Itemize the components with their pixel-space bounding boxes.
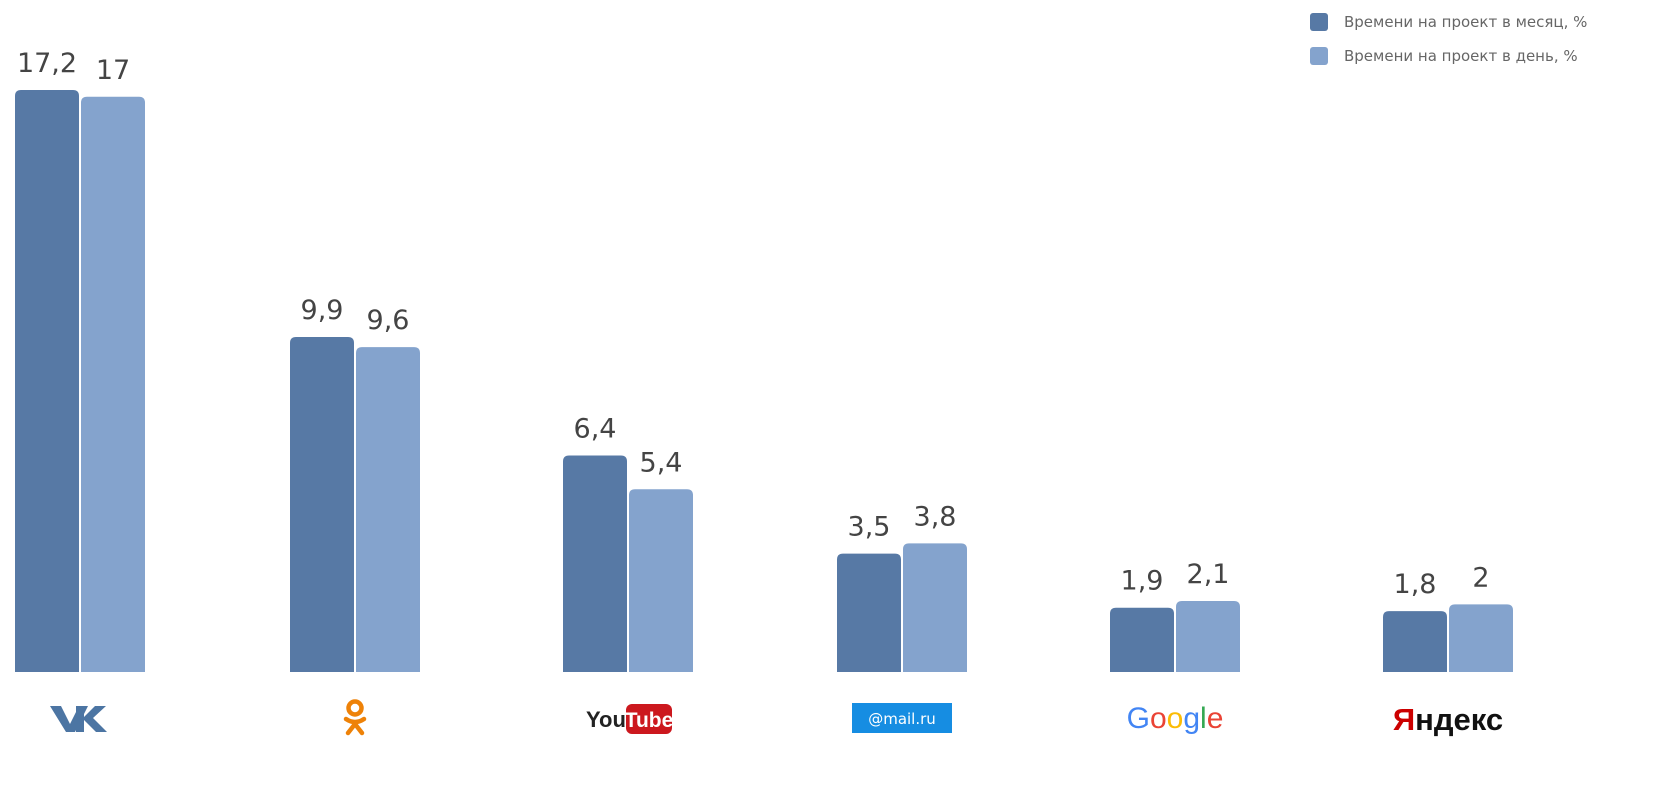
google-letter: l xyxy=(1200,702,1207,735)
legend-label-month: Времени на проект в месяц, % xyxy=(1344,13,1588,31)
ok-legs xyxy=(345,720,365,736)
yandex-logo-icon: Яндекс xyxy=(1393,702,1503,737)
value-label-day-1: 9,6 xyxy=(367,305,410,336)
value-label-month-5: 1,8 xyxy=(1394,569,1437,600)
bar-month-2 xyxy=(563,455,627,672)
bar-month-1 xyxy=(290,337,354,672)
value-label-month-2: 6,4 xyxy=(574,413,617,444)
legend-swatch-month xyxy=(1310,13,1328,31)
bar-day-2 xyxy=(629,489,693,672)
youtube-you-text: You xyxy=(586,707,626,732)
mailru-box xyxy=(852,703,952,733)
value-label-month-1: 9,9 xyxy=(301,295,344,326)
legend: Времени на проект в месяц, % Времени на … xyxy=(1310,8,1587,76)
yandex-rest-text: ндекс xyxy=(1415,702,1503,737)
odnoklassniki-logo-icon xyxy=(343,699,367,736)
bar-day-0 xyxy=(81,96,145,672)
google-letter: o xyxy=(1150,702,1167,735)
vk-logo-shape xyxy=(50,706,107,732)
google-letter: g xyxy=(1183,702,1200,735)
value-label-month-4: 1,9 xyxy=(1121,566,1164,597)
google-letter: o xyxy=(1167,702,1184,735)
value-label-month-0: 17,2 xyxy=(17,48,77,79)
bar-day-4 xyxy=(1176,600,1240,672)
value-label-day-2: 5,4 xyxy=(640,447,683,478)
mailru-logo-icon: @mail.ru xyxy=(852,703,952,733)
legend-item-month: Времени на проект в месяц, % xyxy=(1310,8,1587,36)
legend-swatch-day xyxy=(1310,47,1328,65)
bar-day-3 xyxy=(903,543,967,672)
youtube-tube-text: Tube xyxy=(625,709,674,732)
vk-logo-icon xyxy=(50,706,107,732)
ok-head xyxy=(346,699,364,717)
value-label-month-3: 3,5 xyxy=(848,512,891,543)
bar-day-5 xyxy=(1449,604,1513,672)
value-label-day-5: 2 xyxy=(1472,562,1489,593)
yandex-first-letter: Я xyxy=(1393,702,1415,737)
google-logo-icon: Google xyxy=(1127,702,1224,735)
value-label-day-0: 17 xyxy=(96,55,130,86)
google-letter: G xyxy=(1127,702,1150,735)
value-label-day-4: 2,1 xyxy=(1187,559,1230,590)
value-label-day-3: 3,8 xyxy=(914,501,957,532)
bar-month-3 xyxy=(837,553,901,672)
youtube-tube-box xyxy=(626,704,672,734)
mailru-text: @mail.ru xyxy=(868,710,936,728)
bar-month-0 xyxy=(15,90,79,672)
bar-day-1 xyxy=(356,347,420,672)
bar-month-4 xyxy=(1110,607,1174,672)
google-letter: e xyxy=(1207,702,1224,735)
legend-label-day: Времени на проект в день, % xyxy=(1344,47,1578,65)
bar-month-5 xyxy=(1383,611,1447,672)
legend-item-day: Времени на проект в день, % xyxy=(1310,42,1587,70)
